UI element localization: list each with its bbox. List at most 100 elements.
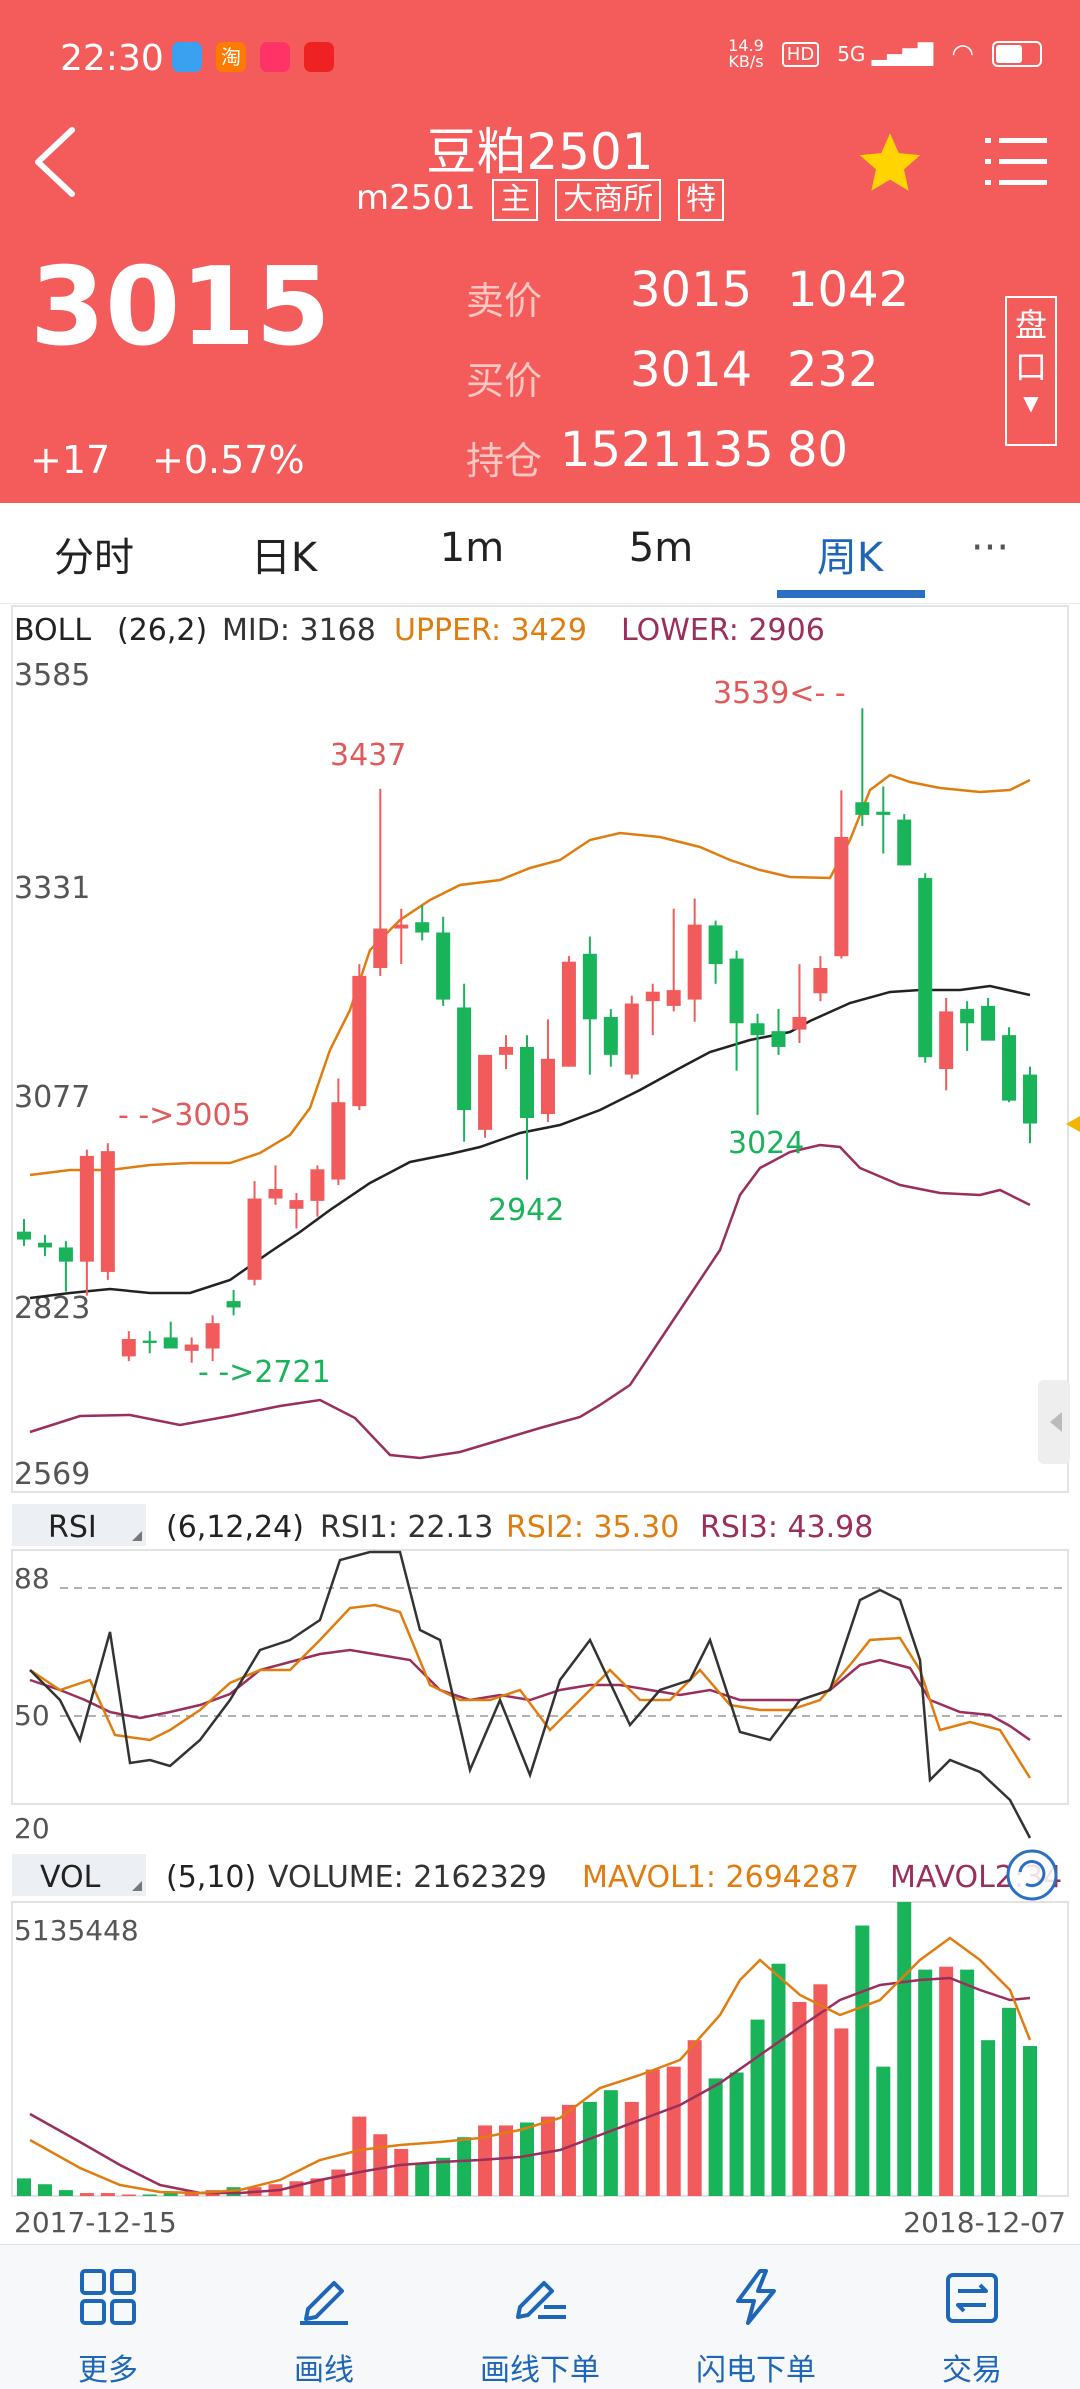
boll-axis-label: 2569 xyxy=(14,1457,90,1492)
rsi1-value: RSI1: 22.13 xyxy=(320,1510,493,1545)
tab-weekly-k[interactable]: 周K xyxy=(816,535,884,581)
candle-body xyxy=(876,811,891,815)
lightning-icon xyxy=(736,2269,776,2325)
candle-body xyxy=(960,1009,975,1024)
candle-body xyxy=(184,1344,199,1351)
vol-title: VOL xyxy=(40,1860,101,1895)
candle-body xyxy=(855,802,870,815)
volume-bar xyxy=(142,2194,157,2196)
price-change: +17 xyxy=(30,438,111,482)
rsi-selector[interactable] xyxy=(12,1504,146,1546)
pankou-button[interactable]: 盘口 ▼ xyxy=(1005,296,1057,446)
candle-body xyxy=(729,958,744,1024)
active-tab-indicator xyxy=(777,590,925,598)
nav-draw-line[interactable]: 画线 xyxy=(216,2245,432,2389)
volume-bar xyxy=(436,2157,451,2196)
rsi-selector-arrow-icon xyxy=(132,1531,142,1541)
nav-trade[interactable]: 交易 xyxy=(864,2245,1080,2389)
volume-bar xyxy=(981,2040,996,2196)
hd-badge: HD xyxy=(781,41,820,67)
rsi-axis-label: 50 xyxy=(14,1699,50,1732)
candle-body xyxy=(121,1339,136,1357)
volume-bar xyxy=(121,2194,136,2196)
grid-icon xyxy=(80,2269,136,2325)
volume-bar xyxy=(813,1984,828,2196)
volume-bar xyxy=(58,2190,73,2196)
candle-body xyxy=(792,1016,807,1030)
tab-5m[interactable]: 5m xyxy=(628,525,694,571)
app-icon-video xyxy=(304,42,334,72)
boll-lower-line xyxy=(29,1143,1031,1460)
volume-bar xyxy=(100,2193,115,2196)
candle-body xyxy=(981,1005,996,1041)
kline-chart[interactable]: BOLL (26,2) MID: 3168 UPPER: 3429 LOWER:… xyxy=(0,604,1080,2244)
candle-body xyxy=(457,1007,472,1111)
volume-bar xyxy=(17,2178,31,2196)
status-bar: 22:30 淘 14.9 KB/s HD 5G ▂▄▆█ ◠ xyxy=(0,0,1080,118)
quote-header: 22:30 淘 14.9 KB/s HD 5G ▂▄▆█ ◠ 豆粕2501 m2… xyxy=(0,0,1080,503)
sell-volume: 1042 xyxy=(787,262,910,318)
battery-icon xyxy=(992,41,1042,67)
tab-daily-k[interactable]: 日K xyxy=(250,535,318,581)
tab-more[interactable]: ··· xyxy=(970,525,1010,571)
boll-lower-value: LOWER: 2906 xyxy=(621,613,825,648)
candle-body xyxy=(142,1340,157,1343)
candle-body xyxy=(540,1058,555,1115)
boll-mid-line xyxy=(29,984,1031,1300)
back-arrow-icon[interactable] xyxy=(28,122,88,202)
volume-bar xyxy=(1023,2046,1037,2196)
candle-body xyxy=(499,1046,514,1055)
volume-bar xyxy=(876,2066,891,2196)
nav-draw-order[interactable]: 画线下单 xyxy=(432,2245,648,2389)
candle-body xyxy=(918,878,933,1058)
candle-body xyxy=(415,922,430,933)
tag-special: 特 xyxy=(678,179,725,221)
app-icon-link xyxy=(260,42,290,72)
rsi-panel xyxy=(11,1549,1069,1805)
last-price-marker xyxy=(1066,1116,1080,1132)
vol-selector[interactable] xyxy=(12,1854,146,1896)
boll-upper-line xyxy=(29,773,1031,1177)
volume-bar xyxy=(666,2066,681,2196)
candle-body xyxy=(310,1169,325,1201)
boll-title: BOLL xyxy=(14,613,91,648)
net-speed-unit: KB/s xyxy=(728,52,764,71)
boll-panel xyxy=(11,605,1069,1493)
tab-intraday[interactable]: 分时 xyxy=(54,535,134,581)
rsi2-value: RSI2: 35.30 xyxy=(506,1510,679,1545)
boll-upper-value: UPPER: 3429 xyxy=(394,613,587,648)
favorite-star-icon[interactable] xyxy=(855,128,925,198)
vol-params: (5,10) xyxy=(166,1860,256,1895)
candle-body xyxy=(247,1198,262,1280)
date-start: 2017-12-15 xyxy=(14,2206,177,2239)
volume-bar xyxy=(855,1925,870,2196)
volume-bar xyxy=(415,2163,430,2196)
contract-code: m2501 xyxy=(355,178,476,218)
pankou-arrow-icon: ▼ xyxy=(1023,391,1039,415)
refresh-icon[interactable] xyxy=(1006,1849,1058,1901)
volume-bar xyxy=(520,2122,534,2196)
side-panel-arrow-icon xyxy=(1050,1412,1062,1432)
candle-body xyxy=(1023,1074,1037,1124)
nav-label: 交易 xyxy=(942,2353,1002,2388)
candle-body xyxy=(708,925,723,965)
rsi-axis-label: 20 xyxy=(14,1812,50,1845)
rsi3-value: RSI3: 43.98 xyxy=(700,1510,873,1545)
candle-body xyxy=(205,1323,220,1349)
candle-body xyxy=(331,1102,346,1180)
volume-bar xyxy=(561,2104,576,2196)
nav-flash-order[interactable]: 闪电下单 xyxy=(648,2245,864,2389)
candle-body xyxy=(436,932,451,1000)
vol-axis-label: 5135448 xyxy=(14,1914,139,1947)
volume-bar xyxy=(499,2125,514,2196)
open-interest-value: 1521135 xyxy=(560,422,774,478)
tab-1m[interactable]: 1m xyxy=(439,525,505,571)
candle-body xyxy=(813,968,828,994)
menu-icon[interactable] xyxy=(985,132,1047,192)
candle-body xyxy=(897,819,912,866)
bottom-navigation: 更多 画线 画线下单 闪电下单 交易 xyxy=(0,2244,1080,2389)
volume-bar xyxy=(645,2069,660,2196)
signal-icon: 5G ▂▄▆█ xyxy=(837,42,934,66)
nav-more[interactable]: 更多 xyxy=(0,2245,216,2389)
open-interest-change: 80 xyxy=(787,422,849,478)
